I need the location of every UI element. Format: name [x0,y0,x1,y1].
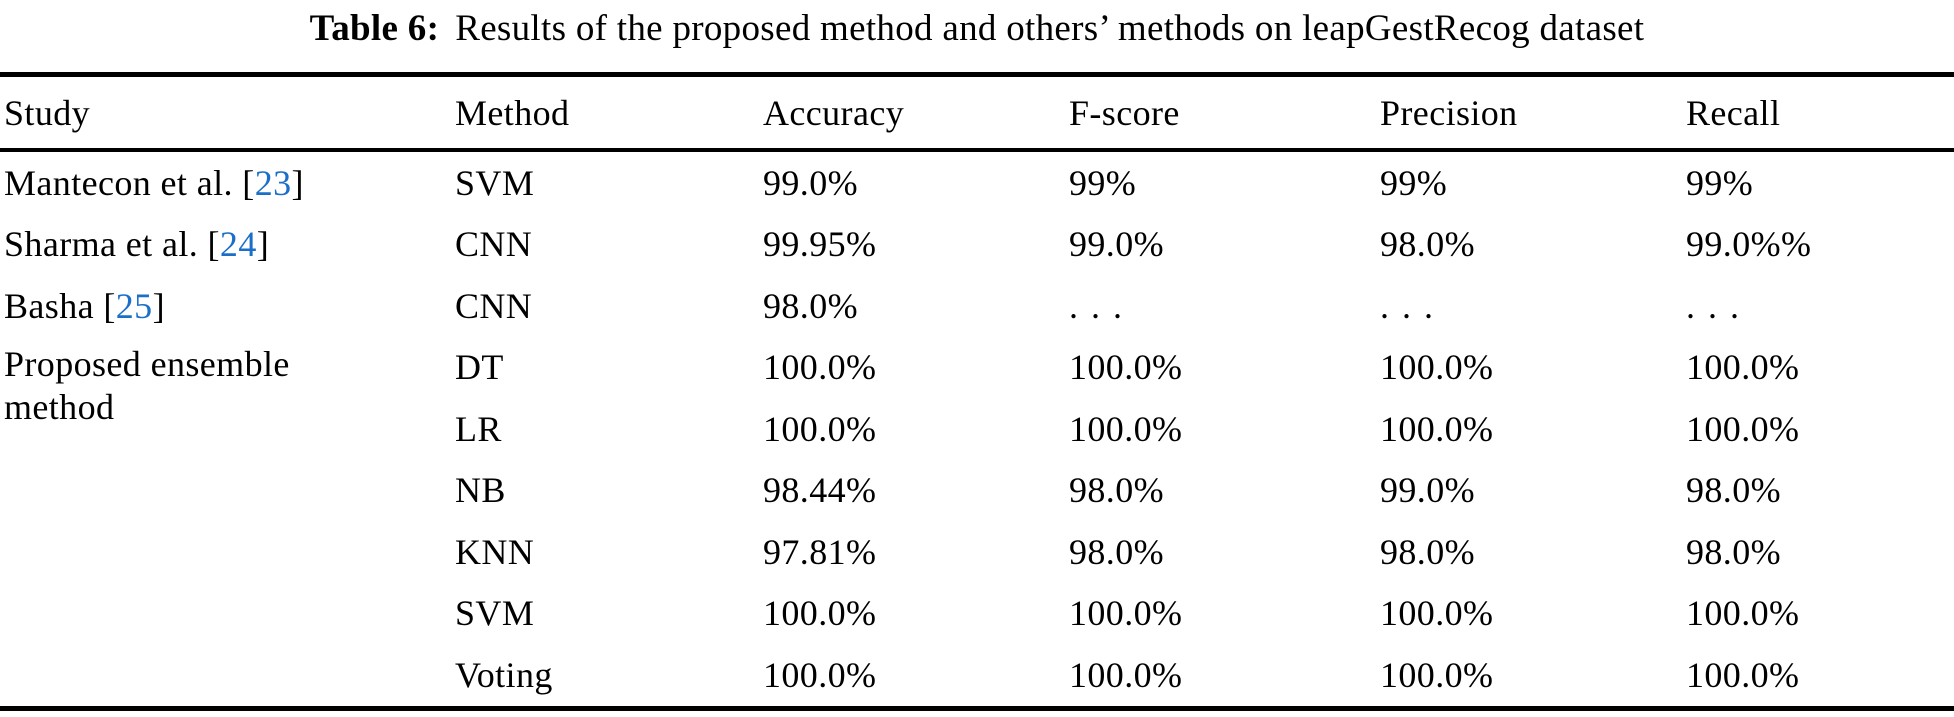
fscore-cell: . . . [1069,285,1124,326]
accuracy-cell: 100.0% [763,408,877,449]
study-cell: Basha [25] [0,275,451,337]
table-body: Mantecon et al. [23] SVM 99.0% 99% 99% 9… [0,152,1954,706]
study-cell-proposed-method: Proposed ensemble method [0,337,451,706]
precision-cell: . . . [1380,285,1435,326]
recall-cell: 99% [1686,162,1754,203]
precision-cell: 100.0% [1380,347,1494,388]
recall-cell: 98.0% [1686,531,1781,572]
accuracy-cell: 98.0% [763,285,858,326]
method-cell: SVM [455,593,535,634]
precision-cell: 99% [1380,162,1448,203]
accuracy-cell: 99.95% [763,224,877,265]
study-text-line1: Proposed ensemble [4,343,290,384]
method-cell: CNN [455,285,533,326]
recall-cell: 98.0% [1686,470,1781,511]
study-text: Sharma et al. [ [4,224,220,265]
method-cell: LR [455,408,502,449]
fscore-cell: 100.0% [1069,408,1183,449]
accuracy-cell: 100.0% [763,654,877,695]
recall-cell: 100.0% [1686,347,1800,388]
caption-text: Results of the proposed method and other… [455,7,1645,49]
accuracy-cell: 97.81% [763,531,877,572]
study-text: ] [256,224,270,265]
recall-cell: 99.0%% [1686,224,1812,265]
recall-cell: 100.0% [1686,654,1800,695]
precision-cell: 100.0% [1380,593,1494,634]
accuracy-cell: 100.0% [763,347,877,388]
fscore-cell: 100.0% [1069,654,1183,695]
method-cell: KNN [455,531,535,572]
fscore-cell: 99% [1069,162,1137,203]
column-header-accuracy: Accuracy [763,92,905,133]
table-caption: Table 6: Results of the proposed method … [0,0,1954,56]
citation-link[interactable]: 25 [115,285,153,326]
study-cell: Sharma et al. [24] [0,214,451,276]
fscore-cell: 100.0% [1069,347,1183,388]
study-text: Basha [ [4,285,116,326]
fscore-cell: 99.0% [1069,224,1164,265]
column-header-method: Method [455,92,570,133]
method-cell: SVM [455,162,535,203]
method-cell: Voting [455,654,553,695]
precision-cell: 100.0% [1380,408,1494,449]
recall-cell: 100.0% [1686,593,1800,634]
precision-cell: 100.0% [1380,654,1494,695]
column-header-recall: Recall [1686,92,1781,133]
study-text: Mantecon et al. [ [4,162,255,203]
fscore-cell: 98.0% [1069,470,1164,511]
method-cell: NB [455,470,506,511]
recall-cell: 100.0% [1686,408,1800,449]
citation-link[interactable]: 24 [219,224,257,265]
accuracy-cell: 100.0% [763,593,877,634]
study-text: ] [152,285,165,326]
recall-cell: . . . [1686,285,1741,326]
method-cell: DT [455,347,504,388]
study-text: ] [291,162,304,203]
table-header-row: Study Method Accuracy F-score Precision … [0,77,1954,152]
accuracy-cell: 99.0% [763,162,858,203]
study-text-line2: method [4,386,115,427]
precision-cell: 98.0% [1380,224,1475,265]
column-header-study: Study [4,92,91,133]
method-cell: CNN [455,224,533,265]
precision-cell: 99.0% [1380,470,1475,511]
accuracy-cell: 98.44% [763,470,877,511]
fscore-cell: 98.0% [1069,531,1164,572]
caption-label: Table 6: [309,7,440,49]
study-cell: Mantecon et al. [23] [0,152,451,214]
fscore-cell: 100.0% [1069,593,1183,634]
column-header-fscore: F-score [1069,92,1180,133]
results-table: Study Method Accuracy F-score Precision … [0,72,1954,711]
citation-link[interactable]: 23 [254,162,292,203]
column-header-precision: Precision [1380,92,1518,133]
precision-cell: 98.0% [1380,531,1475,572]
